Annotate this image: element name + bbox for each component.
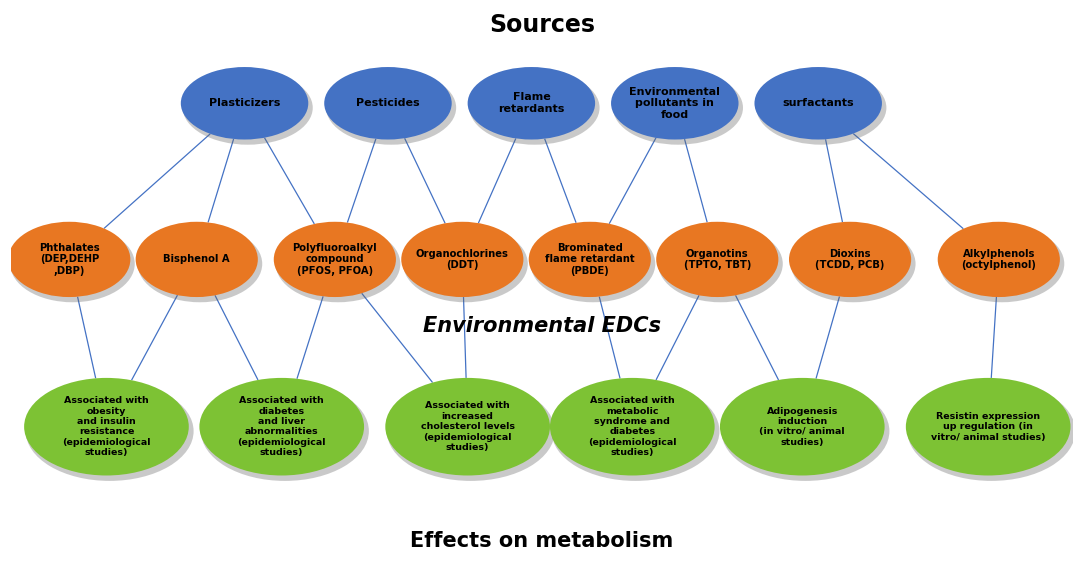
Ellipse shape (326, 71, 456, 145)
Ellipse shape (274, 222, 396, 297)
Text: Organotins
(TPTO, TBT): Organotins (TPTO, TBT) (684, 249, 751, 270)
Ellipse shape (906, 378, 1071, 476)
Text: Dioxins
(TCDD, PCB): Dioxins (TCDD, PCB) (815, 249, 885, 270)
Ellipse shape (324, 67, 452, 139)
Text: Brominated
flame retardant
(PBDE): Brominated flame retardant (PBDE) (545, 243, 634, 276)
Ellipse shape (656, 222, 778, 297)
Text: Associated with
increased
cholesterol levels
(epidemiological
studies): Associated with increased cholesterol le… (421, 401, 515, 452)
Ellipse shape (9, 222, 130, 297)
Ellipse shape (612, 71, 743, 145)
Ellipse shape (275, 225, 400, 302)
Text: Plasticizers: Plasticizers (209, 98, 281, 108)
Ellipse shape (531, 225, 656, 302)
Text: Associated with
diabetes
and liver
abnormalities
(epidemiological
studies): Associated with diabetes and liver abnor… (237, 396, 326, 457)
Text: Phthalates
(DEP,DEHP
,DBP): Phthalates (DEP,DEHP ,DBP) (39, 243, 100, 276)
Text: Organochlorines
(DDT): Organochlorines (DDT) (416, 249, 508, 270)
Ellipse shape (181, 67, 308, 139)
Ellipse shape (907, 381, 1075, 481)
Ellipse shape (791, 225, 916, 302)
Ellipse shape (789, 222, 912, 297)
Text: Adipogenesis
induction
(in vitro/ animal
studies): Adipogenesis induction (in vitro/ animal… (760, 407, 846, 447)
Ellipse shape (401, 222, 524, 297)
Ellipse shape (720, 378, 885, 476)
Ellipse shape (469, 71, 599, 145)
Ellipse shape (26, 381, 194, 481)
Text: Pesticides: Pesticides (357, 98, 420, 108)
Ellipse shape (940, 225, 1064, 302)
Ellipse shape (722, 381, 890, 481)
Ellipse shape (24, 378, 189, 476)
Text: Environmental
pollutants in
food: Environmental pollutants in food (630, 86, 720, 120)
Text: Flame
retardants: Flame retardants (499, 93, 565, 114)
Ellipse shape (467, 67, 595, 139)
Text: Sources: Sources (489, 13, 595, 37)
Ellipse shape (199, 378, 364, 476)
Text: surfactants: surfactants (783, 98, 854, 108)
Ellipse shape (754, 67, 882, 139)
Ellipse shape (550, 378, 714, 476)
Ellipse shape (611, 67, 738, 139)
Ellipse shape (183, 71, 313, 145)
Ellipse shape (529, 222, 650, 297)
Ellipse shape (136, 222, 258, 297)
Ellipse shape (201, 381, 369, 481)
Text: Bisphenol A: Bisphenol A (164, 254, 230, 265)
Ellipse shape (403, 225, 528, 302)
Text: Polyfluoroalkyl
compound
(PFOS, PFOA): Polyfluoroalkyl compound (PFOS, PFOA) (293, 243, 377, 276)
Ellipse shape (938, 222, 1060, 297)
Text: Environmental EDCs: Environmental EDCs (423, 316, 661, 336)
Ellipse shape (385, 378, 550, 476)
Text: Effects on metabolism: Effects on metabolism (411, 531, 673, 551)
Ellipse shape (658, 225, 783, 302)
Text: Resistin expression
up regulation (in
vitro/ animal studies): Resistin expression up regulation (in vi… (931, 412, 1045, 442)
Text: Associated with
obesity
and insulin
resistance
(epidemiological
studies): Associated with obesity and insulin resi… (62, 396, 151, 457)
Ellipse shape (10, 225, 134, 302)
Text: Alkylphenols
(octylphenol): Alkylphenols (octylphenol) (962, 249, 1036, 270)
Ellipse shape (387, 381, 555, 481)
Ellipse shape (552, 381, 720, 481)
Ellipse shape (138, 225, 262, 302)
Ellipse shape (757, 71, 887, 145)
Text: Associated with
metabolic
syndrome and
diabetes
(epidemiological
studies): Associated with metabolic syndrome and d… (588, 396, 676, 457)
